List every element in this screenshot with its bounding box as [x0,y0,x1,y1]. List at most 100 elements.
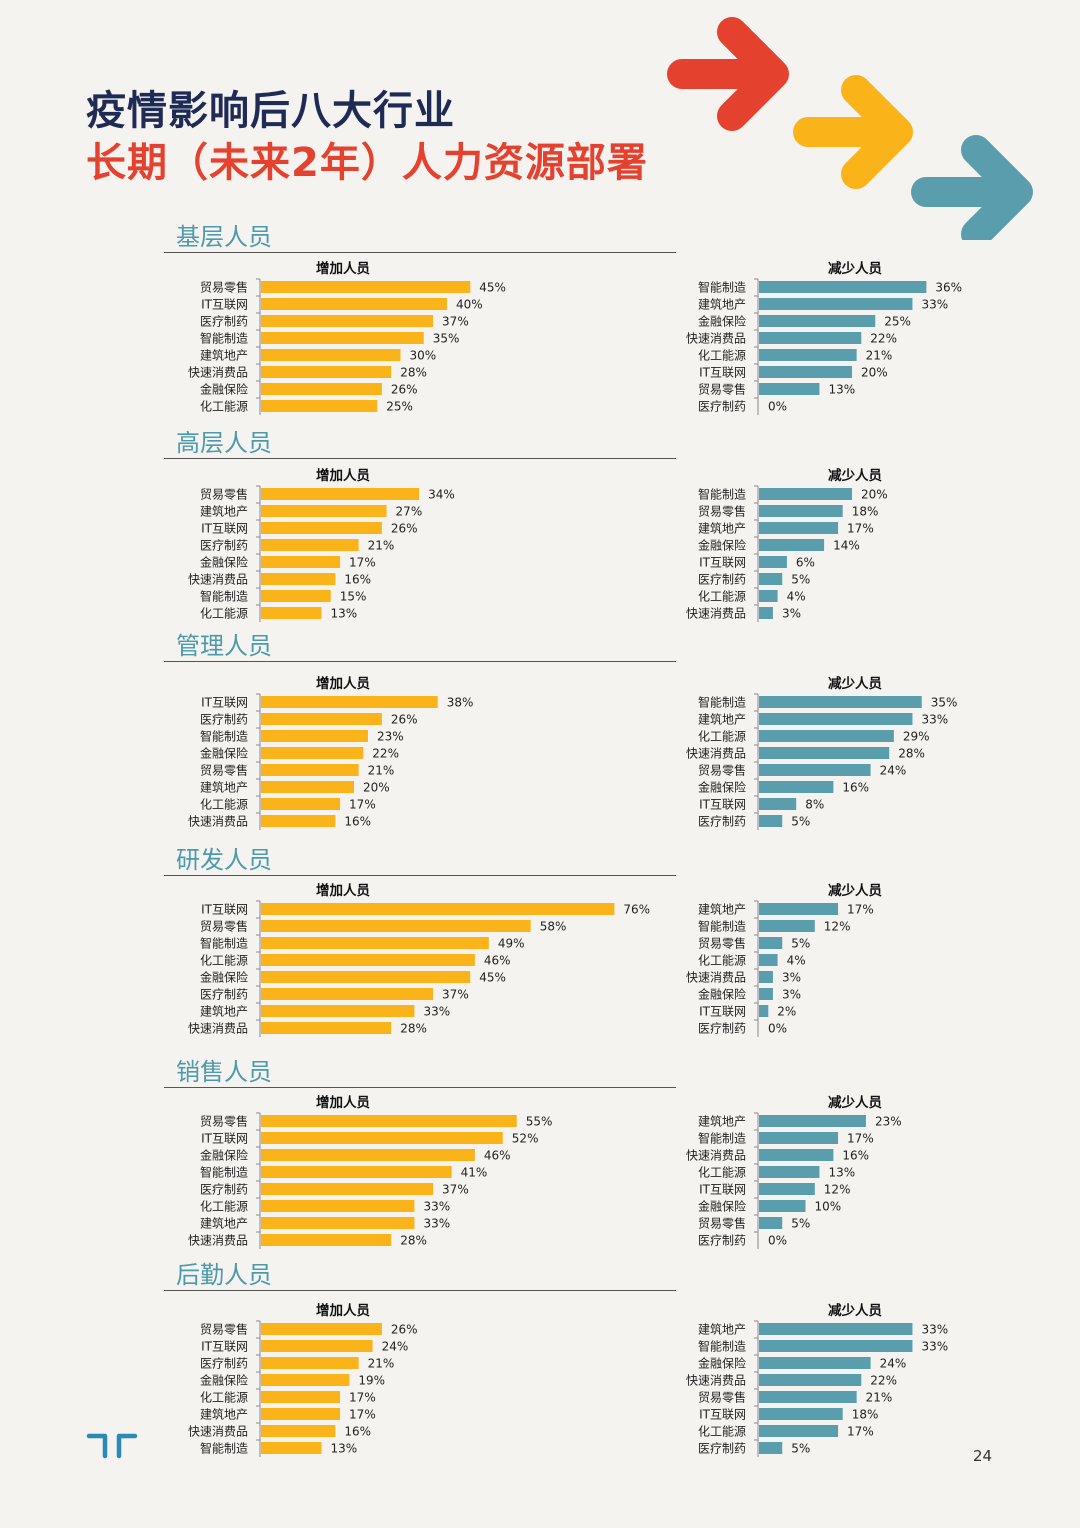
value-label: 26% [391,522,418,536]
category-label: IT互联网 [699,1005,746,1019]
category-label: 建筑地产 [698,902,746,917]
chart-title: 减少人员 [828,1302,882,1319]
category-label: 化工能源 [200,607,248,621]
bar [759,488,852,500]
category-label: 建筑地产 [698,521,746,536]
bar [759,1442,783,1454]
value-label: 16% [842,1149,869,1163]
chart-title: 增加人员 [316,882,370,899]
bar [261,1022,392,1034]
red-arrow-icon [667,17,789,131]
bar [759,383,820,395]
bar [759,1115,866,1127]
category-label: 智能制造 [200,1165,248,1180]
bar [759,920,815,932]
bar [759,607,773,619]
value-label: 46% [484,954,511,968]
bar [759,696,922,708]
category-label: 贸易零售 [200,1322,248,1337]
category-label: 智能制造 [200,589,248,604]
bar [759,937,783,949]
section-title: 研发人员 [176,846,272,874]
value-label: 3% [782,607,801,621]
category-label: 快速消费品 [686,747,746,761]
page-subtitle: 长期（未来2年）人力资源部署 [86,140,648,186]
category-label: 快速消费品 [686,1374,746,1388]
category-label: 智能制造 [200,936,248,951]
value-label: 33% [921,713,948,727]
bar [759,730,894,742]
value-label: 46% [484,1149,511,1163]
category-label: 快速消费品 [188,1022,248,1036]
value-label: 29% [903,730,930,744]
category-label: 化工能源 [200,1200,248,1214]
category-label: 医疗制药 [698,1442,746,1456]
value-label: 28% [898,747,925,761]
value-label: 16% [344,1425,371,1439]
chart-title: 减少人员 [828,260,882,277]
chart-title: 减少人员 [828,1094,882,1111]
category-label: IT互联网 [699,556,746,570]
bar [261,522,382,534]
value-label: 8% [805,798,824,812]
value-label: 14% [833,539,860,553]
value-label: 33% [423,1217,450,1231]
value-label: 17% [847,1132,874,1146]
value-label: 76% [623,903,650,917]
bar [261,505,387,517]
bar [759,903,839,915]
section-title: 高层人员 [176,429,272,457]
category-label: 建筑地产 [200,1216,248,1231]
value-label: 21% [866,1391,893,1405]
value-label: 2% [777,1005,796,1019]
value-label: 33% [921,1323,948,1337]
bar [759,1149,834,1161]
category-label: 贸易零售 [200,487,248,502]
category-label: 快速消费品 [686,1149,746,1163]
bar [261,730,368,742]
value-label: 12% [824,920,851,934]
bar [261,1132,503,1144]
value-label: 5% [791,573,810,587]
section-header-rnd: 研发人员 [164,845,676,876]
value-label: 41% [461,1166,488,1180]
category-label: 建筑地产 [698,712,746,727]
value-label: 18% [852,505,879,519]
bar [261,937,489,949]
yellow-arrow-icon [793,75,913,189]
value-label: 20% [861,366,888,380]
category-label: 贸易零售 [698,1390,746,1405]
value-label: 33% [423,1200,450,1214]
bar [261,298,447,310]
category-label: IT互联网 [201,1132,248,1146]
category-label: 化工能源 [200,1391,248,1405]
bar [261,1200,415,1212]
chart-rnd-increase: 增加人员 IT互联网 76% 贸易零售 58% 智能制造 49% 化工能源 46% 金融保险 45%… [188,882,650,1037]
category-label: 建筑地产 [698,297,746,312]
value-label: 13% [330,607,357,621]
category-label: 医疗制药 [698,573,746,587]
bar [759,332,862,344]
page-title: 疫情影响后八大行业 [86,88,455,134]
value-label: 26% [391,1323,418,1337]
bar [759,298,913,310]
value-label: 6% [796,556,815,570]
bar [759,522,839,534]
category-label: 化工能源 [698,1166,746,1180]
bar [759,1132,839,1144]
category-label: 化工能源 [698,590,746,604]
category-label: 医疗制药 [200,1357,248,1371]
bar [759,281,927,293]
bar [759,349,857,361]
value-label: 21% [368,764,395,778]
value-label: 24% [382,1340,409,1354]
bar [261,1442,322,1454]
bar [261,781,354,793]
category-label: 贸易零售 [698,763,746,778]
category-label: 金融保险 [200,382,248,397]
category-label: 智能制造 [200,729,248,744]
category-label: 医疗制药 [200,1183,248,1197]
value-label: 26% [391,383,418,397]
